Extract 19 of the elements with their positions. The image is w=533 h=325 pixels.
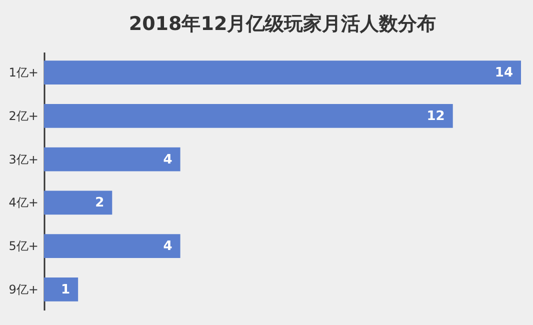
data-label: 4 [163,239,172,254]
bar [44,234,180,258]
data-label: 4 [163,152,172,168]
bar [44,277,78,302]
bar [44,147,180,172]
data-label: 2 [95,196,104,211]
y-tick-label: 3亿+ [8,152,38,166]
chart-title: 2018年12月亿级玩家月活人数分布 [128,13,436,35]
bar [44,190,112,215]
bar [44,60,521,85]
y-tick-label: 2亿+ [8,108,38,123]
bar [44,104,453,128]
y-tick-label: 1亿+ [8,66,38,80]
data-label: 12 [426,108,445,124]
data-label: 14 [494,66,513,81]
data-label: 1 [61,282,70,298]
y-tick-label: 9亿+ [8,282,38,296]
y-tick-label: 4亿+ [8,196,38,210]
y-tick-label: 5亿+ [8,239,38,254]
